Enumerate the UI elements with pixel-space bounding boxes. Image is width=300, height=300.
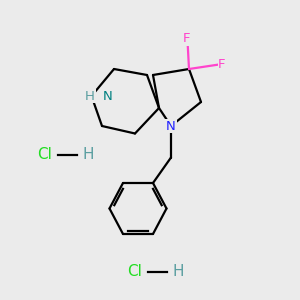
Text: N: N	[103, 89, 113, 103]
Text: F: F	[218, 58, 226, 71]
Text: F: F	[182, 32, 190, 46]
Text: H: H	[85, 89, 95, 103]
Text: N: N	[166, 119, 176, 133]
Text: H: H	[173, 264, 184, 279]
Text: Cl: Cl	[38, 147, 52, 162]
Text: H: H	[83, 147, 94, 162]
Text: Cl: Cl	[128, 264, 142, 279]
